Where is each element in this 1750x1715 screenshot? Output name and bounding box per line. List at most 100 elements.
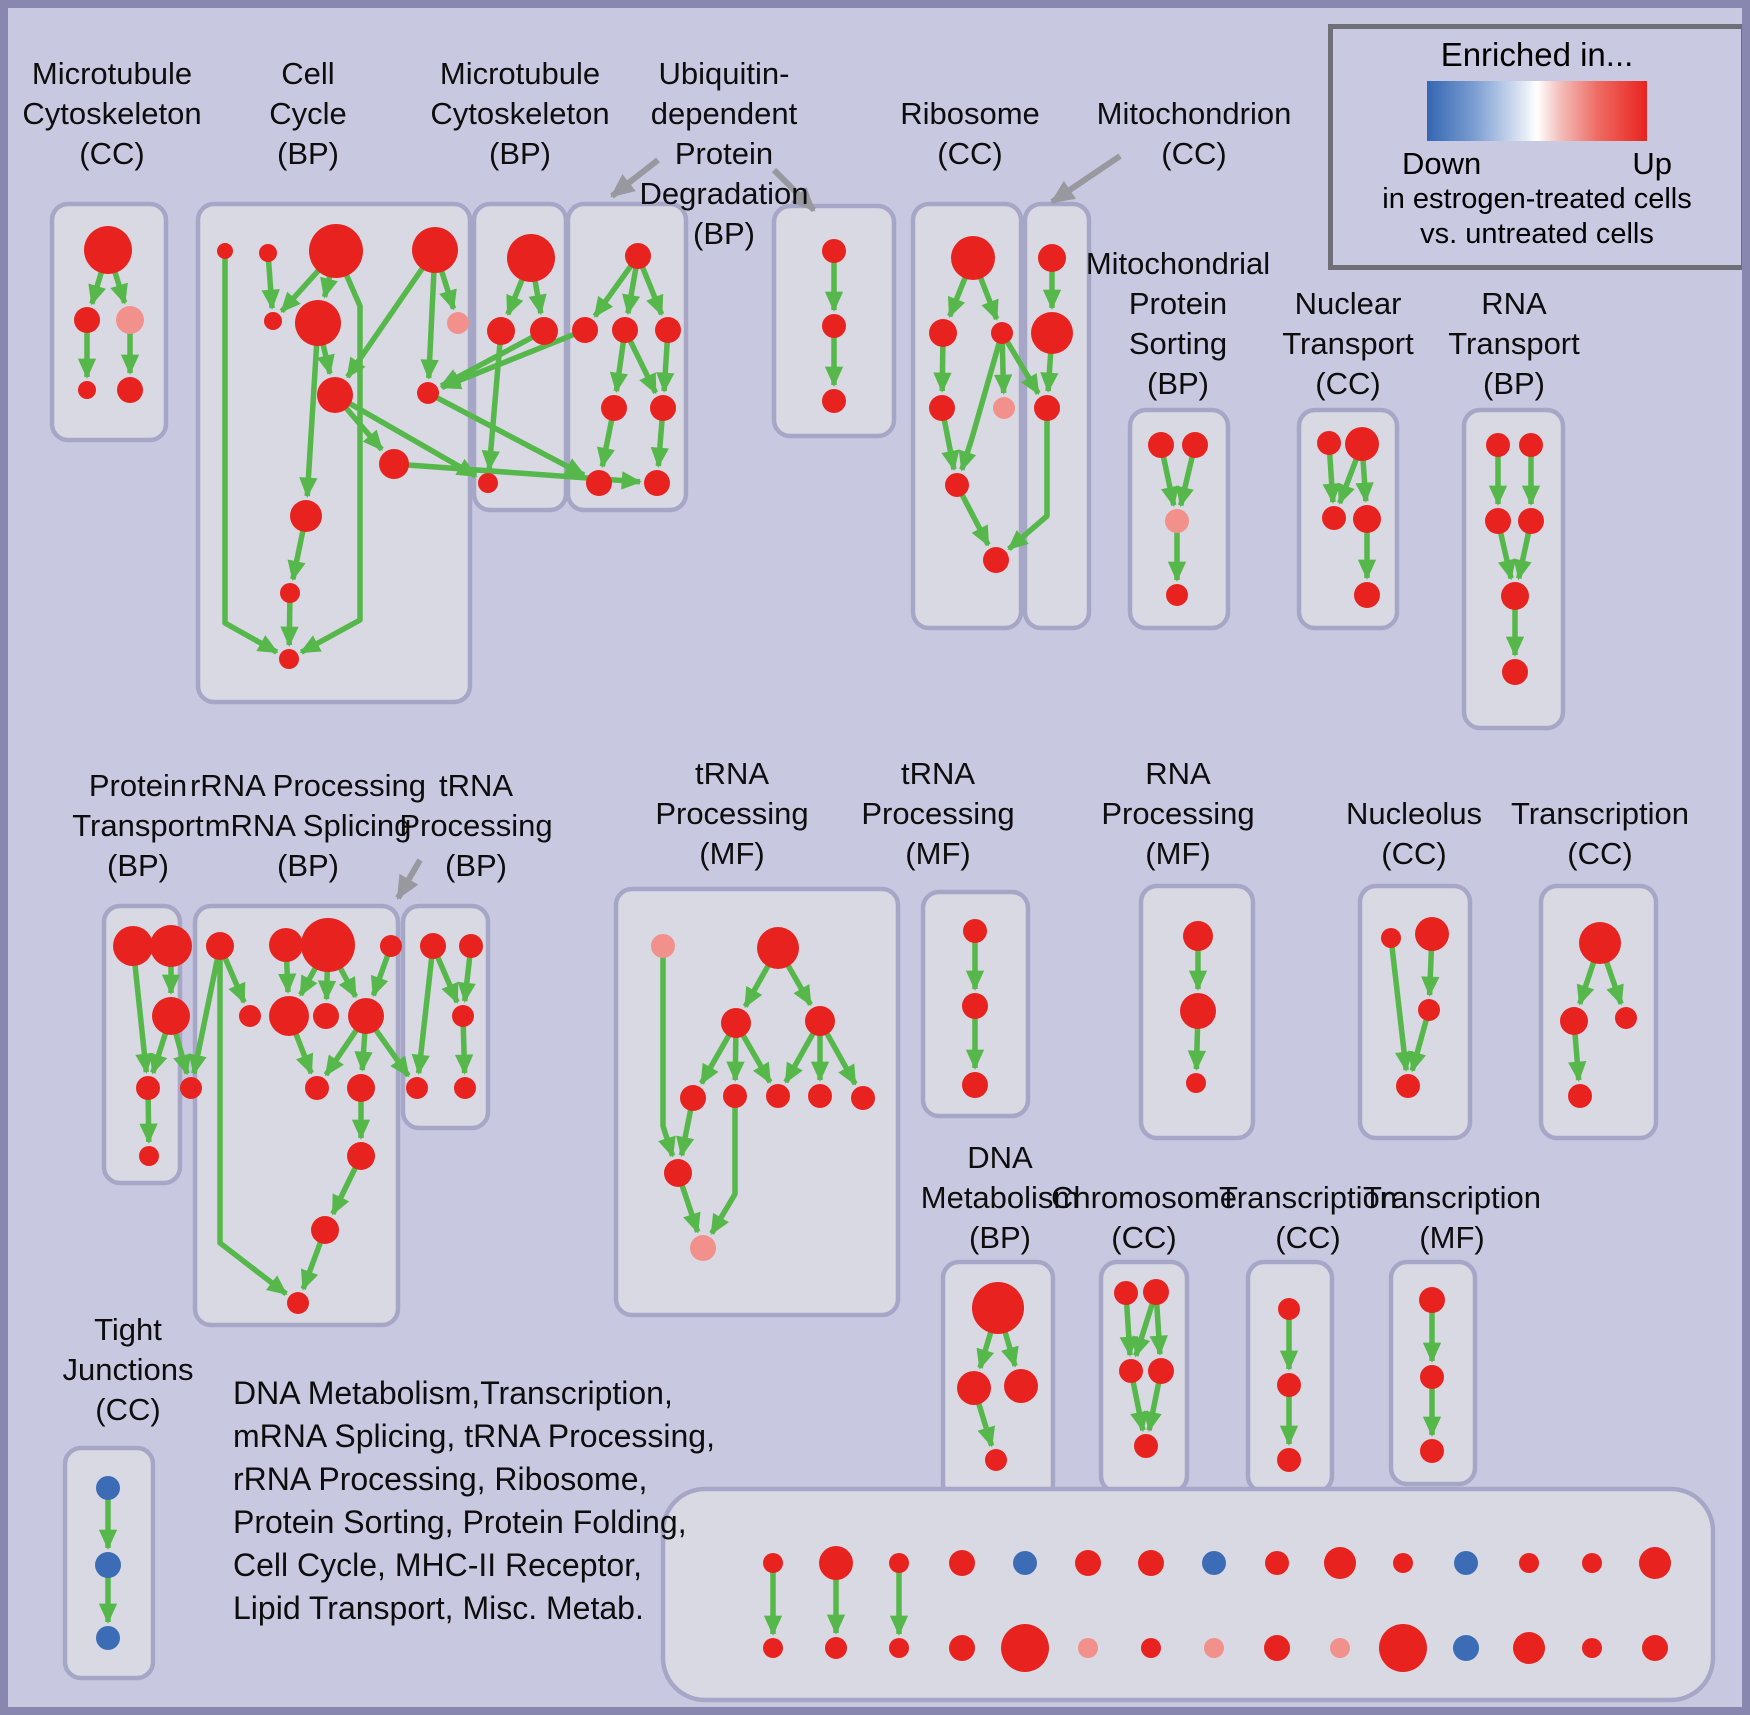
go-term-node-n12	[279, 649, 299, 669]
go-term-node-u1	[757, 927, 799, 969]
go-term-node-m0	[1038, 244, 1066, 272]
go-term-node-ud	[601, 395, 627, 421]
go-term-node-q9	[347, 1074, 375, 1102]
go-term-node-p0	[113, 926, 153, 966]
go-term-node-p3	[136, 1076, 160, 1100]
go-term-node-a3	[78, 381, 96, 399]
go-term-node-g1	[95, 1552, 121, 1578]
legend-title: Enriched in...	[1440, 36, 1634, 73]
cluster-label-14: tRNA Processing (MF)	[861, 756, 1014, 871]
cluster-label-16: Nucleolus (CC)	[1346, 796, 1482, 871]
cluster-label-8: Nuclear Transport (CC)	[1282, 286, 1414, 401]
go-term-node-nt2	[1322, 506, 1346, 530]
go-term-node-f0	[1419, 1287, 1445, 1313]
go-term-node-u5	[723, 1084, 747, 1108]
go-term-node-u6	[766, 1084, 790, 1108]
edge-n5-n10	[299, 322, 321, 498]
go-term-node-t0	[420, 933, 446, 959]
go-term-node-w2	[1186, 1073, 1206, 1093]
go-term-node-s0	[822, 239, 846, 263]
go-term-node-u2	[721, 1008, 751, 1038]
go-term-node-q7	[348, 998, 384, 1034]
go-term-node-nt4	[1354, 582, 1380, 608]
edge-x0-x3	[1388, 937, 1414, 1072]
edge-r2-r5	[999, 331, 1041, 395]
go-term-node-ms1	[1182, 432, 1208, 458]
go-term-node-t2	[452, 1005, 474, 1027]
go-term-node-n8	[417, 382, 439, 404]
go-term-node-ua	[572, 317, 598, 343]
go-term-node-bb4	[949, 1635, 975, 1661]
go-term-node-uf	[586, 470, 612, 496]
go-term-node-r3	[929, 395, 955, 421]
go-term-node-r4	[993, 397, 1015, 419]
go-term-node-bt15	[1639, 1547, 1671, 1579]
go-term-node-w1	[1180, 993, 1216, 1029]
go-term-node-bb2	[825, 1637, 847, 1659]
go-term-node-ub0	[625, 243, 651, 269]
go-term-node-q4	[239, 1005, 261, 1027]
go-term-node-bb15	[1642, 1635, 1668, 1661]
go-term-node-e1	[1277, 1373, 1301, 1397]
cluster-box-cell-cycle-bp	[195, 201, 473, 705]
cluster-label-1: Microtubule Cytoskeleton (CC)	[22, 56, 201, 171]
legend-box: Enriched in... Down Up in estrogen-treat…	[1328, 24, 1742, 270]
edge-n8-uf	[426, 390, 586, 478]
go-term-node-m1	[1031, 312, 1073, 354]
go-term-node-d3	[985, 1449, 1007, 1471]
go-term-node-bt3	[889, 1553, 909, 1573]
go-term-node-ms2	[1165, 509, 1189, 533]
go-term-node-bt5	[1013, 1551, 1037, 1575]
go-term-node-f1	[1420, 1365, 1444, 1389]
go-term-node-ubb	[612, 317, 638, 343]
go-term-node-u7	[808, 1084, 832, 1108]
go-term-node-n1	[259, 244, 277, 262]
go-term-node-e0	[1278, 1298, 1300, 1320]
go-term-node-c1	[1143, 1279, 1169, 1305]
go-term-node-nt3	[1353, 505, 1381, 533]
go-term-node-g0	[96, 1476, 120, 1500]
go-term-node-bt2	[819, 1546, 853, 1580]
go-term-node-bb6	[1078, 1638, 1098, 1658]
cluster-label-23: DNA Metabolism,Transcription, mRNA Splici…	[233, 1375, 715, 1626]
go-term-node-bb10	[1330, 1638, 1350, 1658]
go-term-node-y2	[1615, 1007, 1637, 1029]
go-term-node-p1	[150, 925, 192, 967]
go-term-node-nt0	[1317, 431, 1341, 455]
cluster-label-12: tRNA Processing (BP)	[399, 768, 552, 883]
legend-subtitle-line1: in estrogen-treated cells	[1382, 183, 1692, 215]
go-term-node-u9	[664, 1159, 692, 1187]
cluster-label-9: RNA Transport (BP)	[1448, 286, 1580, 401]
go-term-node-x3	[1396, 1074, 1420, 1098]
go-term-node-t3	[406, 1077, 428, 1099]
color-scale-gradient	[1427, 81, 1647, 141]
go-term-node-rt4	[1501, 582, 1529, 610]
go-term-node-uc	[655, 317, 681, 343]
edge-r5-rb	[1007, 408, 1050, 551]
cluster-box-misc-enrichment-row	[660, 1486, 1716, 1703]
cluster-box-ubiquitin-degradation-1	[565, 201, 689, 513]
go-term-node-n10	[290, 500, 322, 532]
cluster-label-13: tRNA Processing (MF)	[655, 756, 808, 871]
go-term-node-b3	[478, 473, 498, 493]
go-term-node-bt6	[1075, 1550, 1101, 1576]
edge-u5-u10	[709, 1096, 738, 1235]
go-term-node-p5	[180, 1077, 202, 1099]
go-term-node-bt9	[1265, 1551, 1289, 1575]
go-term-node-bt10	[1324, 1547, 1356, 1579]
go-term-node-q10	[347, 1142, 375, 1170]
cluster-label-4: Ubiquitin-dependent Protein Degradation (BP…	[640, 56, 809, 251]
go-term-node-bb5	[1001, 1624, 1049, 1672]
edge-q0-p5	[188, 945, 223, 1076]
legend-subtitle-line2: vs. untreated cells	[1420, 218, 1654, 250]
cluster-label-3: Microtubule Cytoskeleton (BP)	[430, 56, 609, 171]
cluster-label-21: Transcription (MF)	[1363, 1180, 1541, 1255]
go-term-node-u4	[680, 1085, 706, 1111]
go-term-node-ms0	[1148, 432, 1174, 458]
go-term-node-y0	[1579, 922, 1621, 964]
go-term-node-d1	[957, 1371, 991, 1405]
legend-up-label: Up	[1632, 146, 1672, 181]
go-term-node-g2	[96, 1626, 120, 1650]
cluster-label-7: Mitochondrial Protein Sorting (BP)	[1086, 246, 1270, 401]
